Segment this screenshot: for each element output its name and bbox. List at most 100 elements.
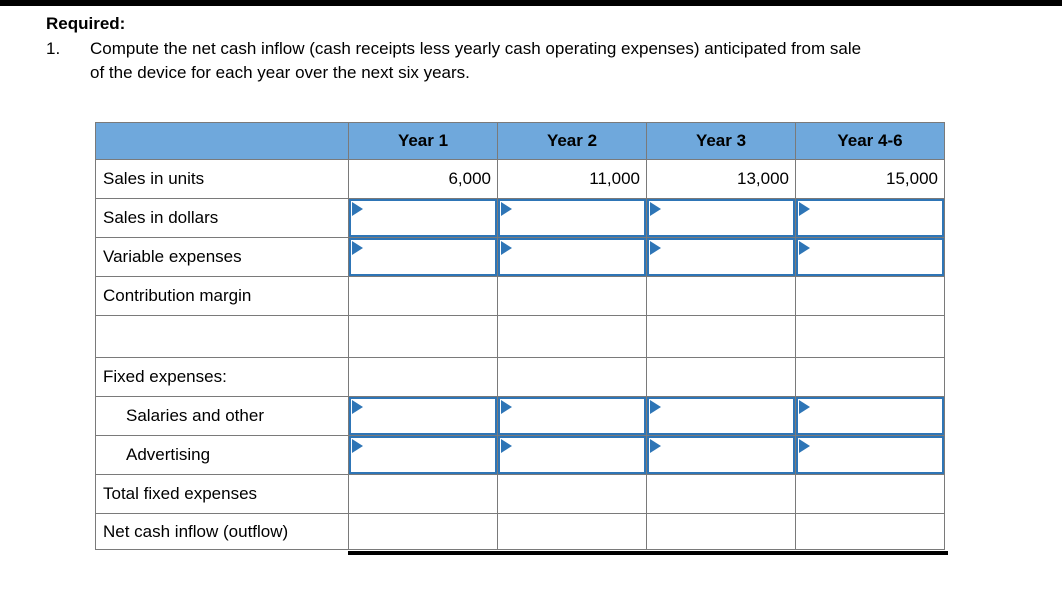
instruction-item: 1. Compute the net cash inflow (cash rec… [46,37,1046,85]
table-row: Contribution margin [95,276,945,316]
table-row: Salaries and other [95,396,945,436]
answer-input-field[interactable] [349,199,497,237]
input-flag-icon [501,202,512,216]
answer-input-field[interactable] [647,199,795,237]
answer-input-cell[interactable] [795,198,945,238]
answer-input-cell[interactable] [348,435,498,475]
table-row [95,315,945,358]
row-label [95,315,349,358]
table-row: Advertising [95,435,945,475]
header-cell-empty [95,122,349,160]
answer-input-cell[interactable] [795,396,945,436]
table-cell [646,513,796,550]
table-cell: 6,000 [348,159,498,199]
table-cell [497,357,647,397]
table-row: Sales in dollars [95,198,945,238]
input-flag-icon [650,400,661,414]
answer-input-cell[interactable] [348,237,498,277]
table-cell [497,513,647,550]
table-cell [497,315,647,358]
answer-input-field[interactable] [647,397,795,435]
row-label: Contribution margin [95,276,349,316]
answer-input-cell[interactable] [646,396,796,436]
answer-input-field[interactable] [796,397,944,435]
table-cell [646,276,796,316]
header-cell-year3: Year 3 [646,122,796,160]
answer-input-cell[interactable] [795,435,945,475]
input-flag-icon [650,439,661,453]
answer-input-field[interactable] [647,436,795,474]
instruction-text: Compute the net cash inflow (cash receip… [90,37,861,85]
answer-input-cell[interactable] [646,198,796,238]
answer-input-cell[interactable] [497,435,647,475]
header-cell-year1: Year 1 [348,122,498,160]
instruction-line-1: Compute the net cash inflow (cash receip… [90,39,862,58]
answer-input-cell[interactable] [646,435,796,475]
table-cell [348,315,498,358]
table-cell [348,357,498,397]
table-cell [497,276,647,316]
table-cell: 15,000 [795,159,945,199]
table-row: Variable expenses [95,237,945,277]
table-row: Fixed expenses: [95,357,945,397]
answer-input-field[interactable] [349,238,497,276]
answer-input-cell[interactable] [497,198,647,238]
input-flag-icon [352,241,363,255]
row-label: Sales in units [95,159,349,199]
header-cell-year4-6: Year 4-6 [795,122,945,160]
answer-input-field[interactable] [498,397,646,435]
table-cell [795,276,945,316]
instructions-block: Required: 1. Compute the net cash inflow… [46,12,1046,85]
input-flag-icon [650,202,661,216]
table-cell [795,513,945,550]
row-label: Fixed expenses: [95,357,349,397]
input-flag-icon [799,241,810,255]
table-cell [348,474,498,514]
input-flag-icon [799,400,810,414]
table-row: Sales in units 6,000 11,000 13,000 15,000 [95,159,945,199]
answer-input-cell[interactable] [497,237,647,277]
row-label: Total fixed expenses [95,474,349,514]
table-cell [348,276,498,316]
row-label: Sales in dollars [95,198,349,238]
answer-input-field[interactable] [498,238,646,276]
answer-input-field[interactable] [498,199,646,237]
top-border-bar [0,0,1062,6]
table-header: Year 1 Year 2 Year 3 Year 4-6 [95,122,945,160]
table-cell [646,357,796,397]
header-cell-year2: Year 2 [497,122,647,160]
input-flag-icon [352,202,363,216]
input-flag-icon [501,439,512,453]
input-flag-icon [799,202,810,216]
answer-input-cell[interactable] [795,237,945,277]
table-cell: 13,000 [646,159,796,199]
answer-input-field[interactable] [796,199,944,237]
table-cell [795,315,945,358]
row-label: Salaries and other [95,396,349,436]
row-label: Variable expenses [95,237,349,277]
answer-input-field[interactable] [349,436,497,474]
header-row: Year 1 Year 2 Year 3 Year 4-6 [95,122,945,160]
answer-input-field[interactable] [796,436,944,474]
answer-input-cell[interactable] [348,198,498,238]
table-cell [646,315,796,358]
table-cell [348,513,498,550]
table-cell [646,474,796,514]
answer-input-field[interactable] [796,238,944,276]
table-cell [497,474,647,514]
input-flag-icon [501,400,512,414]
table-cell [795,357,945,397]
answer-input-cell[interactable] [348,396,498,436]
answer-input-field[interactable] [349,397,497,435]
answer-input-cell[interactable] [646,237,796,277]
answer-input-field[interactable] [647,238,795,276]
table-row: Total fixed expenses [95,474,945,514]
double-underline-rule [348,551,948,555]
table-cell: 11,000 [497,159,647,199]
table-body: Sales in units 6,000 11,000 13,000 15,000 Sal… [95,159,945,550]
answer-input-cell[interactable] [497,396,647,436]
answer-input-field[interactable] [498,436,646,474]
input-flag-icon [501,241,512,255]
table-cell [795,474,945,514]
